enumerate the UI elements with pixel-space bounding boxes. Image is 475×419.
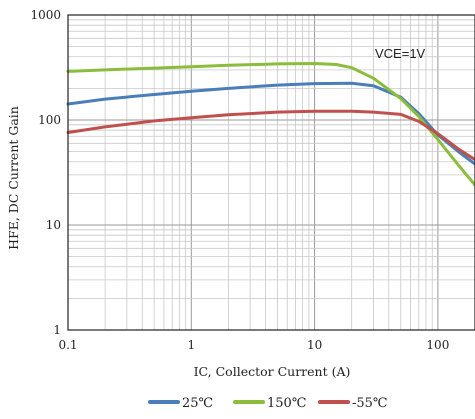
vce-annotation: VCE=1V: [375, 46, 426, 61]
x-tick-label: 1: [187, 338, 195, 352]
plot-frame: [67, 14, 475, 331]
legend: 25℃ 150℃ -55℃: [148, 396, 387, 411]
y-tick-label: 1: [53, 323, 61, 337]
grid: [67, 15, 475, 331]
y-axis-label: HFE, DC Current Gain: [6, 106, 21, 250]
series-lines: [66, 62, 475, 187]
x-axis-label: IC, Collector Current (A): [194, 364, 351, 379]
series-line: [66, 62, 475, 187]
series-line: [66, 109, 475, 162]
y-tick-label: 1000: [30, 8, 61, 22]
x-tick-label: 100: [426, 338, 449, 352]
legend-label: 25℃: [182, 396, 213, 411]
y-tick-label: 100: [38, 113, 61, 127]
legend-label: -55℃: [352, 396, 387, 411]
y-tick-labels: 1 10 100 1000: [30, 8, 61, 337]
legend-label: 150℃: [267, 396, 306, 411]
x-tick-label: 10: [307, 338, 322, 352]
y-tick-label: 10: [46, 218, 61, 232]
x-tick-labels: 0.1 1 10 100: [58, 338, 449, 352]
x-tick-label: 0.1: [58, 338, 77, 352]
